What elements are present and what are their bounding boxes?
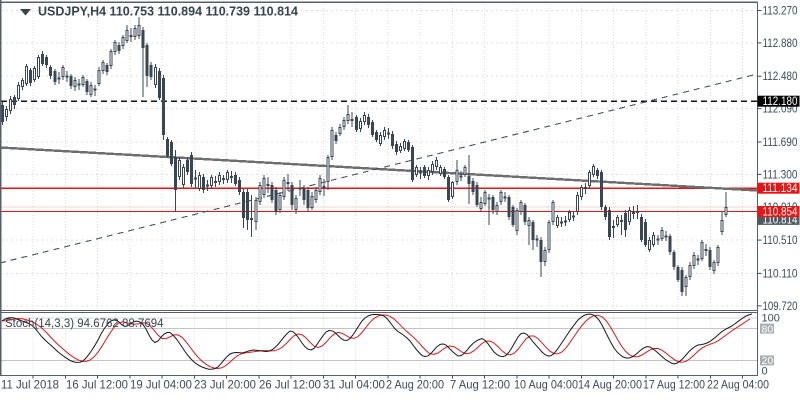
svg-text:111.690: 111.690 xyxy=(763,135,798,149)
svg-text:112.180: 112.180 xyxy=(763,94,798,108)
svg-text:110.510: 110.510 xyxy=(763,233,798,247)
svg-text:112.480: 112.480 xyxy=(763,69,798,83)
svg-text:31 Jul 04:00: 31 Jul 04:00 xyxy=(323,378,385,392)
svg-text:110.854: 110.854 xyxy=(763,205,798,219)
svg-text:20: 20 xyxy=(762,355,774,367)
svg-text:113.270: 113.270 xyxy=(763,4,798,18)
svg-text:100: 100 xyxy=(762,313,780,325)
svg-text:0: 0 xyxy=(762,366,768,378)
svg-text:26 Jul 12:00: 26 Jul 12:00 xyxy=(259,378,321,392)
svg-text:80: 80 xyxy=(762,323,774,335)
svg-text:USDJPY,H4 110.753 110.894 110: USDJPY,H4 110.753 110.894 110.739 110.81… xyxy=(38,5,298,19)
svg-text:Stoch(14,3,3) 94.6762 88.7694: Stoch(14,3,3) 94.6762 88.7694 xyxy=(5,318,164,330)
svg-text:110.110: 110.110 xyxy=(763,266,798,280)
svg-text:111.134: 111.134 xyxy=(763,181,798,195)
svg-text:2 Aug 20:00: 2 Aug 20:00 xyxy=(386,378,444,392)
svg-text:16 Jul 12:00: 16 Jul 12:00 xyxy=(66,378,128,392)
svg-text:111.300: 111.300 xyxy=(763,167,798,181)
svg-text:112.880: 112.880 xyxy=(763,36,798,50)
svg-text:19 Jul 04:00: 19 Jul 04:00 xyxy=(130,378,192,392)
svg-text:17 Aug 12:00: 17 Aug 12:00 xyxy=(643,378,705,392)
svg-text:11 Jul 2018: 11 Jul 2018 xyxy=(1,378,59,392)
svg-text:22 Aug 04:00: 22 Aug 04:00 xyxy=(707,378,769,392)
svg-text:109.720: 109.720 xyxy=(763,299,798,313)
svg-text:7 Aug 12:00: 7 Aug 12:00 xyxy=(450,378,510,392)
svg-text:14 Aug 20:00: 14 Aug 20:00 xyxy=(578,378,642,392)
svg-text:23 Jul 20:00: 23 Jul 20:00 xyxy=(194,378,256,392)
svg-text:10 Aug 04:00: 10 Aug 04:00 xyxy=(514,378,578,392)
